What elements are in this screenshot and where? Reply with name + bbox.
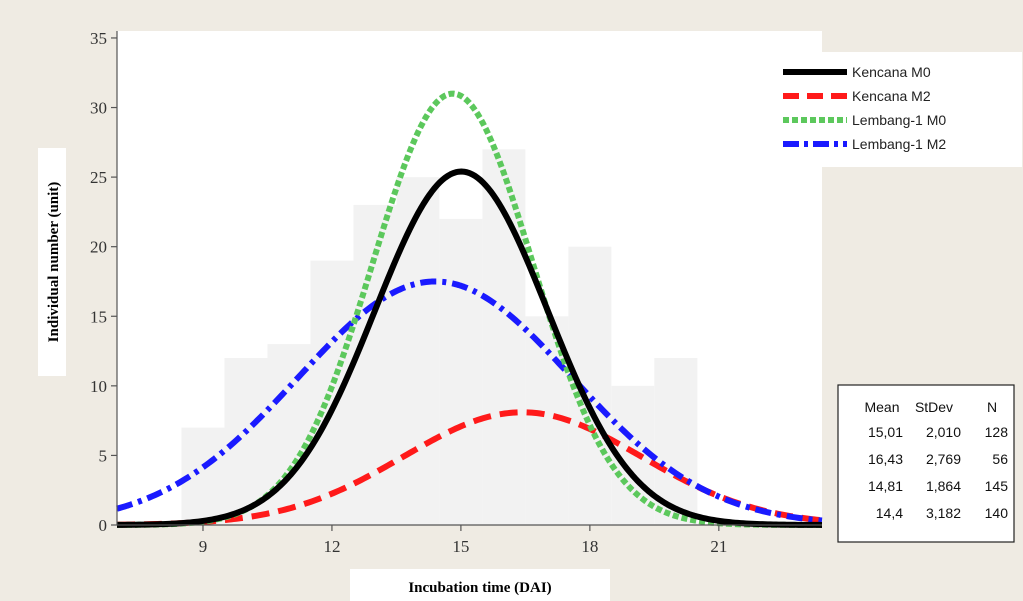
stats-cell: 14,4: [876, 505, 903, 521]
stats-cell: 56: [992, 451, 1008, 467]
histogram-bar-3: [310, 260, 354, 525]
y-tick-label: 20: [90, 238, 107, 257]
histogram-bar-5: [396, 177, 440, 525]
series-line-3: [116, 278, 823, 524]
stats-cell: 2,010: [926, 424, 961, 440]
x-axis-title-box: [350, 569, 610, 601]
stats-header-0: Mean: [864, 399, 899, 415]
legend-label-1: Kencana M2: [852, 88, 931, 104]
histogram-bar-6: [439, 218, 483, 525]
legend-label-0: Kencana M0: [852, 64, 931, 80]
x-tick-label: 9: [199, 537, 208, 556]
x-tick-label: 12: [323, 537, 340, 556]
y-tick-label: 15: [90, 307, 107, 326]
histogram-bar-11: [654, 358, 698, 525]
y-tick-label: 35: [90, 29, 107, 48]
x-tick-label: 21: [710, 537, 727, 556]
legend-label-3: Lembang-1 M2: [852, 136, 946, 152]
stats-cell: 2,769: [926, 451, 961, 467]
histogram-bar-7: [482, 149, 526, 526]
x-axis-title: Incubation time (DAI): [408, 580, 551, 596]
series-line-0: [116, 168, 823, 528]
stats-header-2: N: [987, 399, 997, 415]
stats-cell: 128: [985, 424, 1009, 440]
legend: Kencana M0 Kencana M2 Lembang-1 M0 Lembang-…: [783, 64, 946, 152]
legend-label-2: Lembang-1 M0: [852, 112, 946, 128]
stats-cell: 15,01: [868, 424, 903, 440]
stats-header-1: StDev: [915, 399, 953, 415]
stats-cell: 16,43: [868, 451, 903, 467]
y-tick-label: 30: [90, 99, 107, 118]
stats-cell: 140: [985, 505, 1009, 521]
stats-cell: 14,81: [868, 478, 903, 494]
x-tick-label: 18: [581, 537, 598, 556]
y-tick-label: 25: [90, 168, 107, 187]
distribution-curves: [116, 90, 823, 528]
stats-table: Mean StDev N 15,01 2,010 128 16,43 2,769 56 14,81…: [864, 399, 1008, 521]
stats-cell: 3,182: [926, 505, 961, 521]
y-tick-label: 0: [99, 516, 108, 535]
x-axis-ticks: 9 12 15 18 21: [199, 525, 727, 556]
y-tick-label: 5: [99, 446, 108, 465]
y-tick-label: 10: [90, 377, 107, 396]
stats-cell: 1,864: [926, 478, 961, 494]
y-axis-title-box: [38, 148, 66, 376]
stats-cell: 145: [985, 478, 1009, 494]
y-axis-title: Individual number (unit): [46, 182, 62, 343]
y-axis-ticks: 0 5 10 15 20 25 30 35: [90, 29, 117, 535]
x-tick-label: 15: [452, 537, 469, 556]
stats-table-box: [837, 384, 1015, 543]
